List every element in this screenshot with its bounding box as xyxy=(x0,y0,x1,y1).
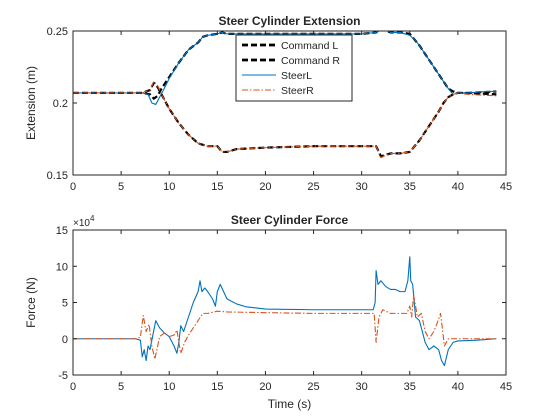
extension-x-tick-label: 15 xyxy=(211,181,223,193)
extension-legend: Command L Command R SteerL SteerR xyxy=(235,34,353,102)
extension-x-tick-label: 10 xyxy=(163,181,175,193)
extension-y-axis-label: Extension (m) xyxy=(24,66,38,140)
extension-x-tick-label: 30 xyxy=(356,181,368,193)
force-y-scale-power: 4 xyxy=(90,214,95,223)
extension-series-steerr xyxy=(73,80,497,159)
legend-label-command-r: Command R xyxy=(281,55,340,67)
force-y-tick-label: 5 xyxy=(62,298,68,310)
force-chart-title: Steer Cylinder Force xyxy=(231,213,349,227)
force-x-tick-label: 30 xyxy=(356,381,368,393)
force-x-tick-label: 20 xyxy=(259,381,271,393)
force-y-tick-label: 15 xyxy=(56,225,68,237)
legend-label-steerr: SteerR xyxy=(281,85,314,97)
force-x-tick-label: 0 xyxy=(70,381,76,393)
force-x-tick-label: 5 xyxy=(118,381,124,393)
extension-axes-frame xyxy=(72,30,507,176)
force-y-scale-base: ×10 xyxy=(73,218,90,229)
extension-y-tick-label: 0.15 xyxy=(47,170,68,182)
force-y-scale-exponent: ×104 xyxy=(73,214,95,229)
extension-x-tick-label: 25 xyxy=(307,181,319,193)
legend-label-command-l: Command L xyxy=(281,40,338,52)
force-series-steerr xyxy=(73,294,497,360)
extension-chart-title: Steer Cylinder Extension xyxy=(218,14,360,28)
extension-y-tick-label: 0.2 xyxy=(53,98,68,110)
force-x-axis-label: Time (s) xyxy=(268,397,312,411)
force-axes: Steer Cylinder Force Force (N) Time (s) … xyxy=(24,213,512,411)
force-x-tick-label: 10 xyxy=(163,381,175,393)
force-series-steerl xyxy=(73,256,497,367)
force-y-tick-label: 10 xyxy=(56,261,68,273)
extension-x-tick-label: 5 xyxy=(118,181,124,193)
extension-x-tick-label: 40 xyxy=(452,181,464,193)
force-y-axis-label: Force (N) xyxy=(24,277,38,328)
extension-ticks: 0 5 10 15 20 25 30 35 40 45 0.15 0.2 0.25 xyxy=(47,26,513,193)
extension-x-tick-label: 20 xyxy=(259,181,271,193)
force-axes-frame xyxy=(72,229,507,376)
force-plot-area xyxy=(73,256,497,367)
legend-label-steerl: SteerL xyxy=(281,70,312,82)
force-x-tick-label: 25 xyxy=(307,381,319,393)
extension-x-tick-label: 35 xyxy=(404,181,416,193)
force-y-tick-label: -5 xyxy=(58,370,68,382)
force-x-tick-label: 45 xyxy=(500,381,512,393)
force-x-tick-label: 40 xyxy=(452,381,464,393)
force-y-tick-label: 0 xyxy=(62,334,68,346)
extension-x-tick-label: 0 xyxy=(70,181,76,193)
extension-x-tick-label: 45 xyxy=(500,181,512,193)
force-x-tick-label: 15 xyxy=(211,381,223,393)
extension-y-tick-label: 0.25 xyxy=(47,26,68,38)
extension-axes: Steer Cylinder Extension Extension (m) 0… xyxy=(24,14,512,193)
force-x-tick-label: 35 xyxy=(404,381,416,393)
